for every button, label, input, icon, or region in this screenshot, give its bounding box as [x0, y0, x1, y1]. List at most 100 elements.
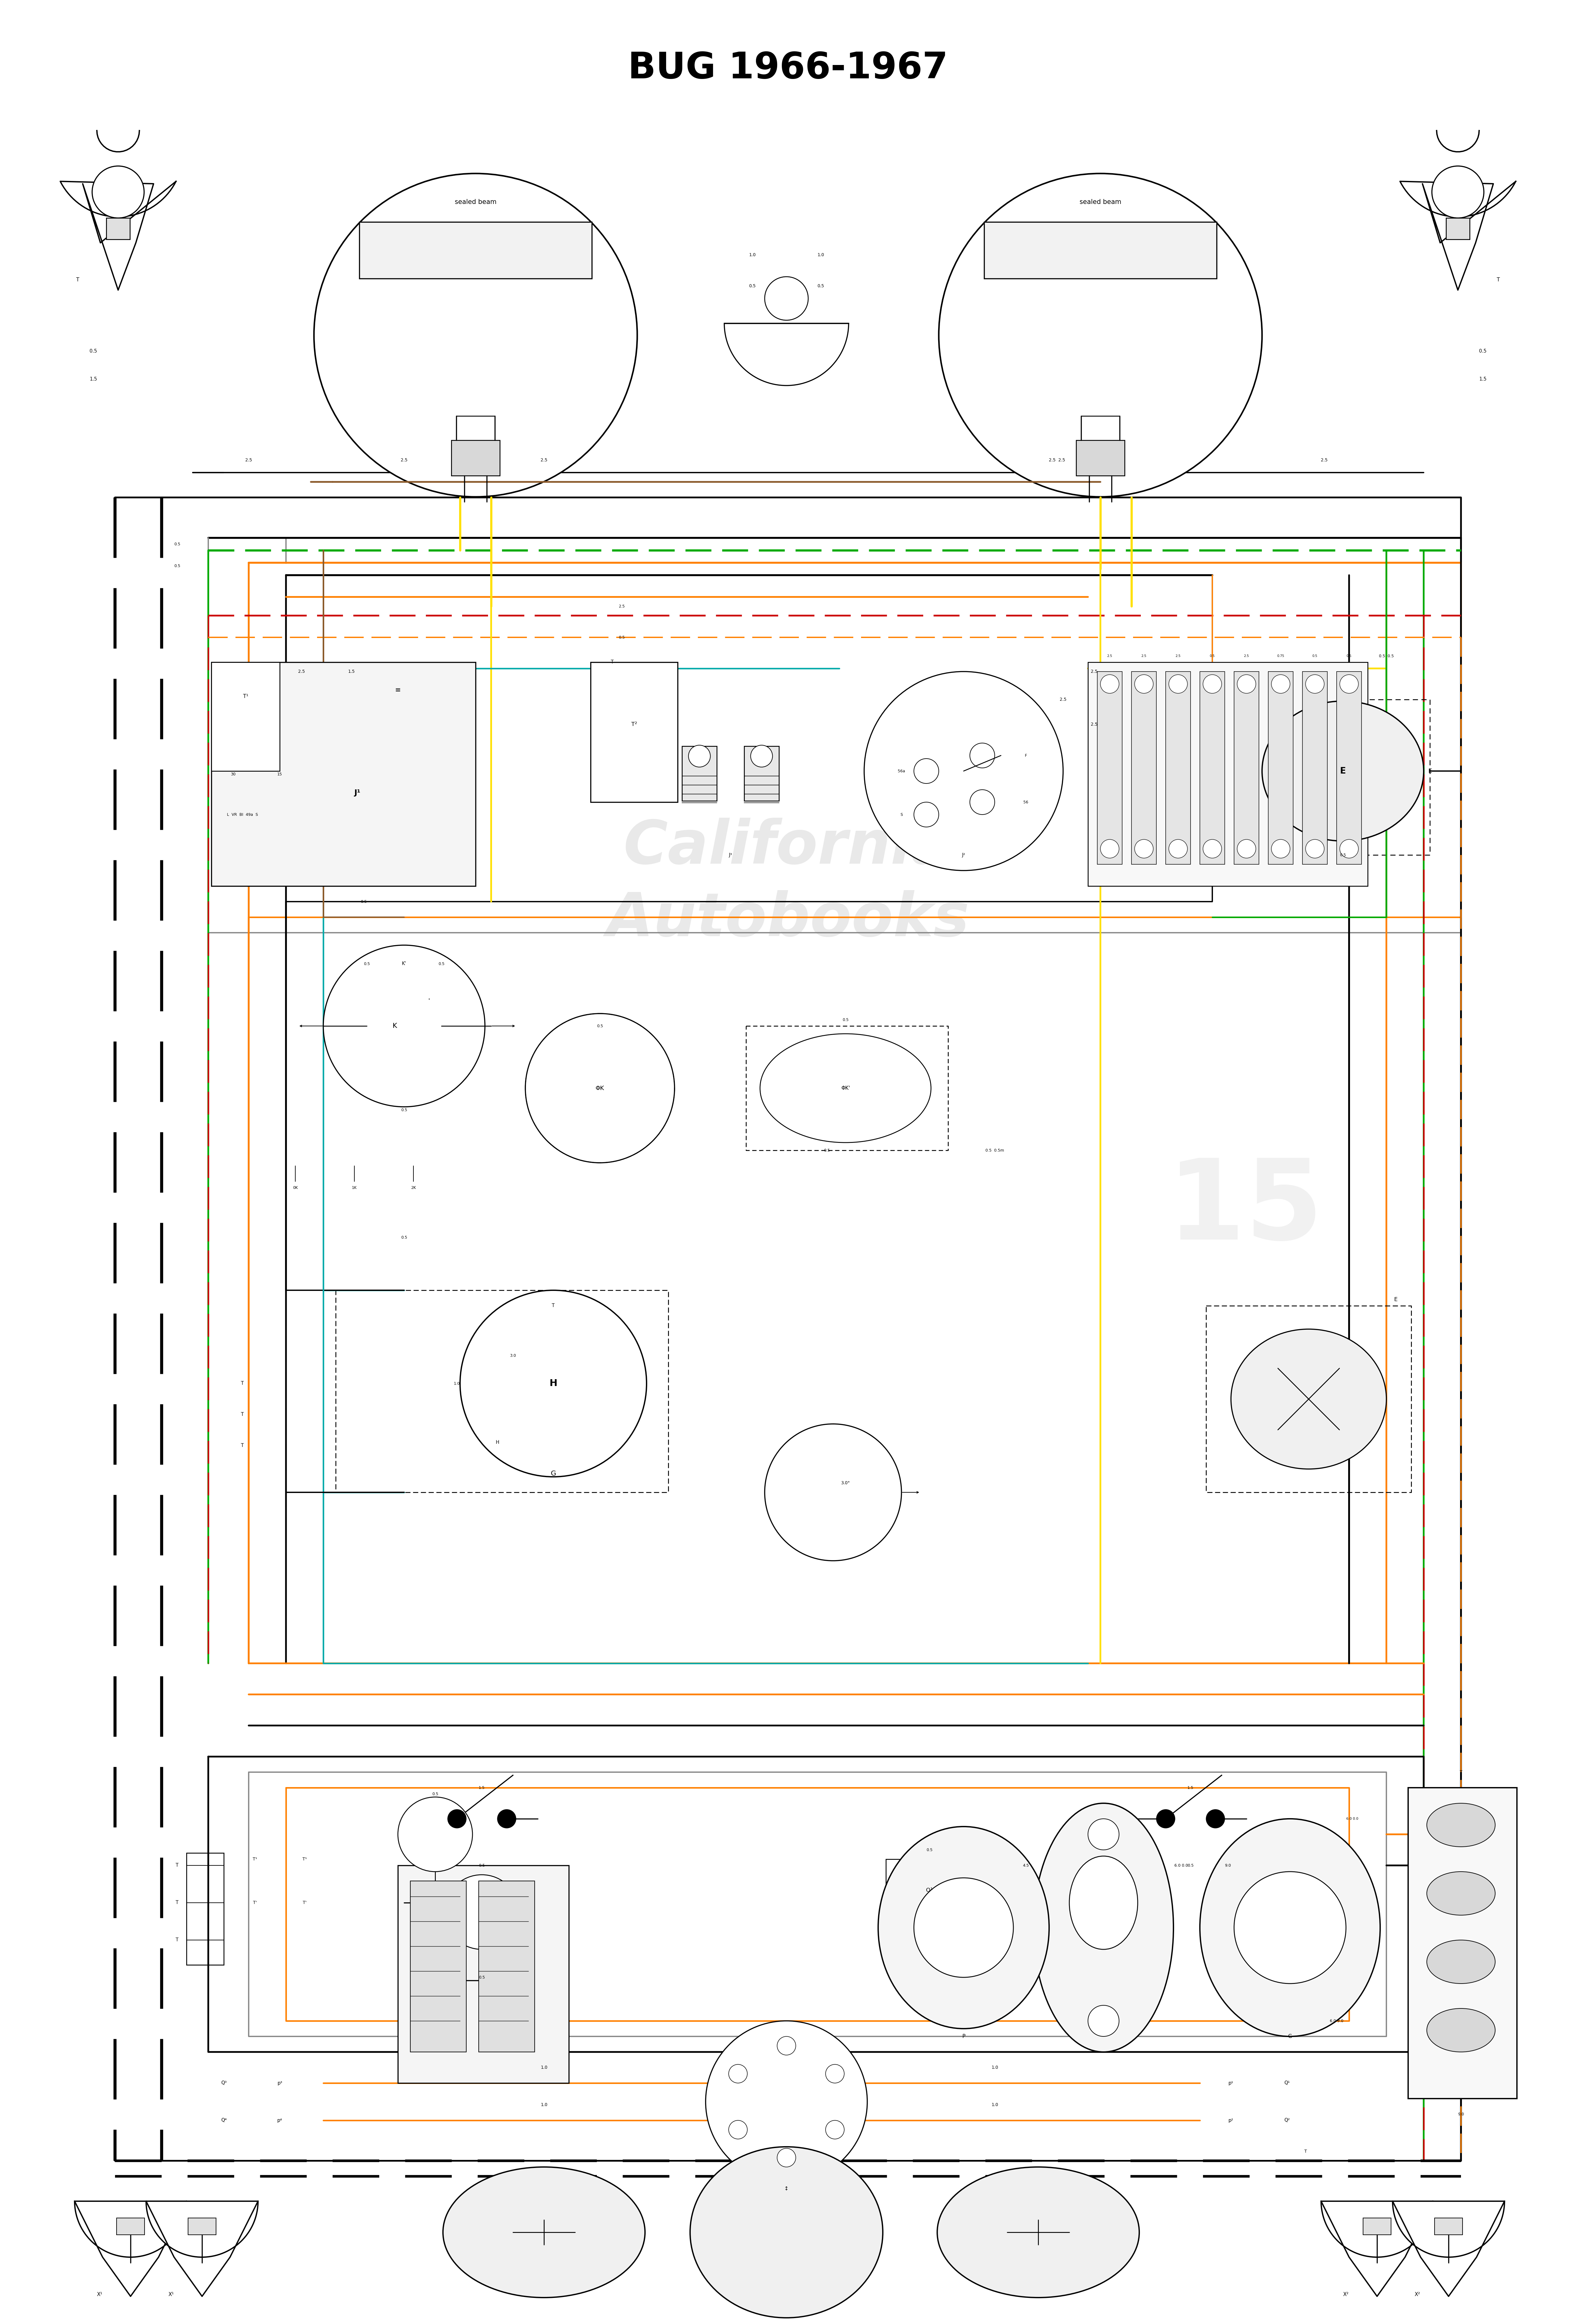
Text: 4.5: 4.5: [1023, 1864, 1029, 1868]
Bar: [211, 662, 281, 772]
Wedge shape: [725, 323, 848, 386]
Bar: [106, 218, 129, 239]
Ellipse shape: [1034, 1803, 1174, 2052]
Circle shape: [728, 2064, 747, 2082]
Circle shape: [1340, 839, 1359, 858]
Text: 0K: 0K: [293, 1185, 298, 1190]
Text: X²: X²: [1343, 2291, 1349, 2296]
Text: sealed beam: sealed beam: [455, 200, 496, 205]
Circle shape: [1340, 674, 1359, 693]
Text: 0.5: 0.5: [749, 284, 755, 288]
Bar: [186, 1852, 224, 1964]
Ellipse shape: [1262, 702, 1423, 841]
Text: p¹: p¹: [1228, 2080, 1234, 2085]
Text: E: E: [1428, 769, 1433, 774]
Ellipse shape: [1231, 1329, 1387, 1469]
Wedge shape: [147, 2201, 258, 2257]
Text: 2.5: 2.5: [619, 604, 624, 609]
Text: ΦK: ΦK: [596, 1085, 604, 1090]
Text: 0.5: 0.5: [438, 962, 444, 967]
Text: 3.0°: 3.0°: [842, 1480, 849, 1485]
Text: 0.5: 0.5: [1313, 655, 1318, 658]
Text: X¹: X¹: [96, 2291, 102, 2296]
Bar: [397, 1866, 569, 2082]
Text: 2.5: 2.5: [298, 669, 304, 674]
Bar: [1407, 1787, 1518, 2099]
Text: 2.5: 2.5: [1141, 655, 1146, 658]
Ellipse shape: [1070, 1857, 1138, 1950]
Circle shape: [689, 746, 711, 767]
Text: 0.5: 0.5: [400, 1109, 407, 1111]
Text: T': T': [303, 1901, 307, 1906]
Text: 56a: 56a: [898, 769, 905, 774]
Text: 1.0: 1.0: [749, 253, 755, 258]
Text: 2K: 2K: [411, 1185, 416, 1190]
Text: T': T': [254, 1901, 257, 1906]
Text: T: T: [1459, 1771, 1463, 1773]
Ellipse shape: [1199, 1820, 1381, 2036]
Text: 0.5: 0.5: [818, 284, 824, 288]
Text: 2.5: 2.5: [1176, 655, 1180, 658]
Text: 1.5: 1.5: [479, 1785, 485, 1789]
Bar: [1269, 672, 1294, 865]
Text: 1.0: 1.0: [454, 1380, 460, 1385]
Text: 0.5: 0.5: [824, 1148, 831, 1153]
Circle shape: [777, 2036, 796, 2054]
Bar: [1076, 439, 1125, 476]
Text: J³: J³: [728, 853, 733, 858]
Text: 2.5: 2.5: [1108, 655, 1113, 658]
Bar: [1447, 218, 1470, 239]
Text: G: G: [1288, 2034, 1292, 2038]
Bar: [117, 2217, 145, 2236]
Wedge shape: [1393, 2201, 1505, 2257]
Text: T: T: [1305, 2150, 1307, 2154]
Ellipse shape: [1426, 2008, 1496, 2052]
Bar: [359, 223, 593, 279]
Text: 2.5: 2.5: [1091, 723, 1097, 727]
Circle shape: [1237, 674, 1256, 693]
Circle shape: [1157, 1810, 1176, 1829]
Text: California
Autobooks: California Autobooks: [607, 818, 969, 948]
Text: 2.5: 2.5: [541, 458, 547, 462]
Bar: [744, 746, 779, 802]
Text: 1.5: 1.5: [1187, 1785, 1193, 1789]
Text: 0.5: 0.5: [432, 1792, 438, 1796]
Circle shape: [969, 790, 994, 816]
Text: 1.5: 1.5: [90, 376, 98, 381]
Text: 2.5: 2.5: [1091, 669, 1097, 674]
Text: P: P: [961, 2034, 965, 2038]
Circle shape: [914, 1878, 1013, 1978]
Text: L  VR  BI  49a  S: L VR BI 49a S: [227, 813, 258, 816]
Text: 0.5: 0.5: [1478, 349, 1486, 353]
Text: 0.5: 0.5: [173, 541, 180, 546]
Text: 0.5: 0.5: [173, 565, 180, 567]
Text: 0.5: 0.5: [619, 634, 624, 639]
Circle shape: [1087, 2006, 1119, 2036]
Text: 2.5: 2.5: [1059, 697, 1067, 702]
Circle shape: [1202, 839, 1221, 858]
Circle shape: [1135, 839, 1154, 858]
Text: p³: p³: [277, 2080, 282, 2085]
Circle shape: [777, 2147, 796, 2166]
Text: 15: 15: [277, 772, 282, 776]
Text: T²: T²: [632, 723, 637, 727]
Text: J¹: J¹: [355, 790, 361, 797]
Circle shape: [728, 2119, 747, 2138]
Bar: [1434, 2217, 1463, 2236]
Circle shape: [826, 2119, 845, 2138]
Circle shape: [939, 174, 1262, 497]
Text: 0.5: 0.5: [1340, 853, 1346, 858]
Text: 2.5: 2.5: [246, 458, 252, 462]
Text: 0.5: 0.5: [361, 899, 367, 904]
Circle shape: [323, 946, 485, 1106]
Text: 1K: 1K: [351, 1185, 356, 1190]
Circle shape: [750, 746, 772, 767]
Text: 2.5: 2.5: [400, 458, 408, 462]
Text: 0.5: 0.5: [597, 1025, 604, 1027]
Text: 0.5: 0.5: [364, 962, 370, 967]
Text: F: F: [1024, 753, 1028, 758]
Bar: [682, 746, 717, 802]
Circle shape: [1305, 674, 1324, 693]
Text: K: K: [392, 1023, 397, 1030]
Text: 1.0: 1.0: [541, 2103, 547, 2108]
